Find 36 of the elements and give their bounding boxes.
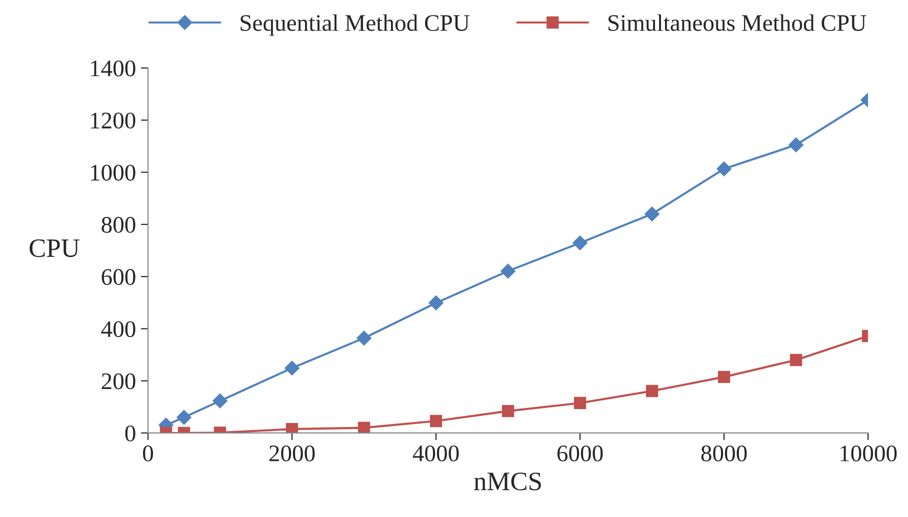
x-tick-label: 8000 bbox=[701, 445, 747, 462]
point bbox=[646, 384, 658, 398]
x-tick-label: 0 bbox=[143, 445, 154, 462]
x-tick-label: 4000 bbox=[412, 445, 459, 462]
point bbox=[176, 410, 192, 425]
y-tick-label: 0 bbox=[125, 425, 136, 442]
point bbox=[286, 423, 298, 433]
point bbox=[430, 414, 442, 428]
y-tick-label: 1200 bbox=[91, 112, 136, 129]
x-tick-label: 2000 bbox=[269, 445, 315, 462]
legend-label: Simultaneous Method CPU bbox=[608, 14, 866, 31]
point bbox=[212, 394, 228, 408]
point bbox=[718, 370, 730, 384]
point bbox=[358, 422, 370, 433]
point bbox=[788, 138, 804, 152]
x-tick-label: 6000 bbox=[557, 445, 603, 462]
point bbox=[574, 396, 586, 410]
point bbox=[284, 360, 300, 376]
point bbox=[428, 295, 444, 310]
point bbox=[716, 161, 732, 176]
y-tick-label: 1400 bbox=[91, 60, 136, 76]
y-axis-title: CPU bbox=[30, 239, 80, 258]
y-tick-label: 1000 bbox=[91, 164, 136, 181]
point bbox=[644, 206, 660, 222]
y-tick-label: 400 bbox=[101, 321, 136, 338]
point bbox=[790, 354, 802, 366]
x-axis-title: nMCS bbox=[474, 472, 541, 490]
y-tick-label: 800 bbox=[102, 216, 136, 233]
y-tick-label: 600 bbox=[102, 269, 136, 285]
point bbox=[572, 236, 588, 250]
x-tick-label: 10000 bbox=[840, 445, 897, 462]
point bbox=[356, 330, 372, 346]
y-tick-label: 200 bbox=[102, 373, 136, 390]
point bbox=[500, 264, 516, 278]
point bbox=[502, 405, 514, 418]
legend-label: Sequential Method CPU bbox=[240, 14, 470, 36]
